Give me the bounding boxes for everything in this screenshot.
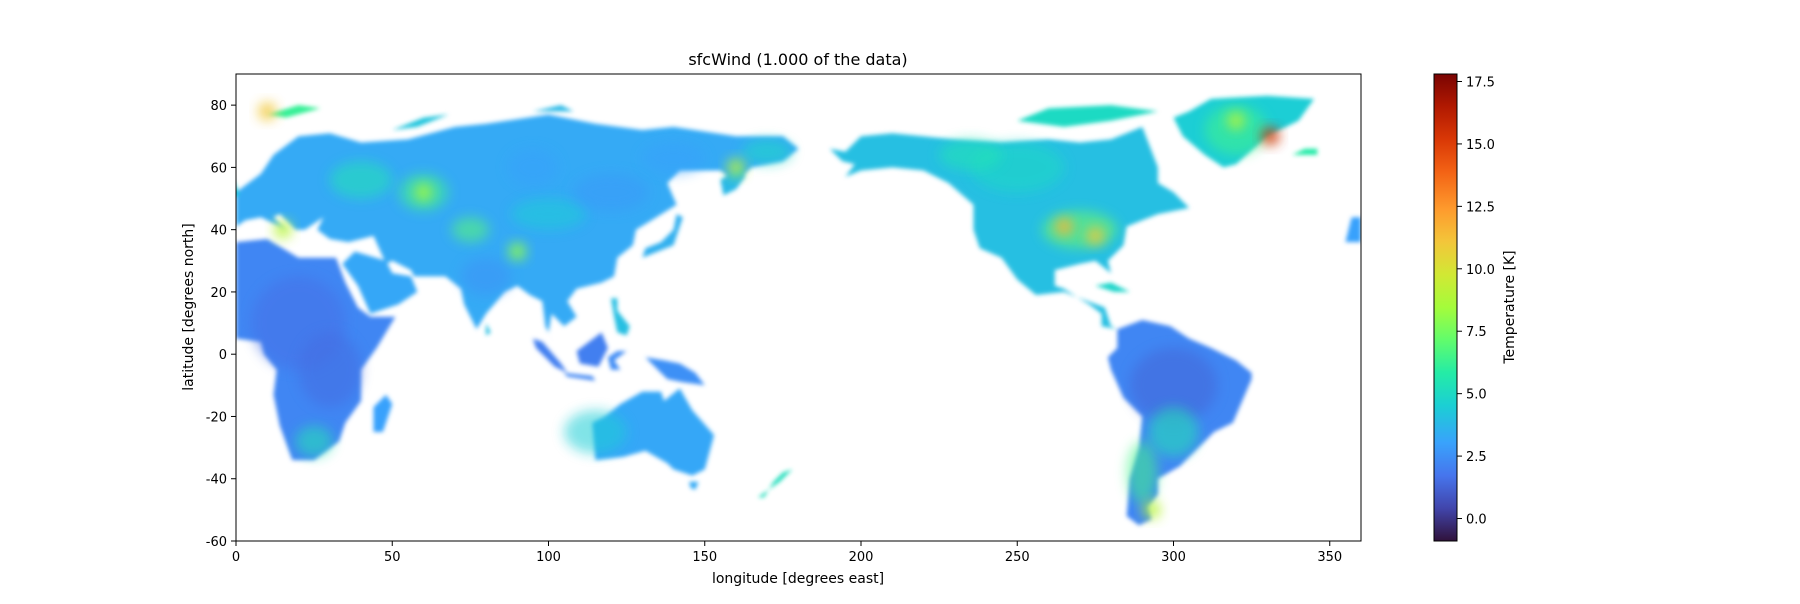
chart-title: sfcWind (1.000 of the data) <box>688 50 907 69</box>
colorbar-tick-label: 5.0 <box>1466 388 1487 403</box>
y-tick-label: -20 <box>206 410 227 425</box>
colorbar-ticks: 0.0 2.5 5.0 7.5 10.0 12.5 15.0 17.5 <box>1457 75 1495 528</box>
land-arctic-isles-eu <box>392 114 449 130</box>
colorbar-gradient <box>1433 73 1458 542</box>
hotspot-point <box>1142 500 1161 519</box>
land-madagascar <box>373 394 393 432</box>
land-cuba <box>1095 282 1130 292</box>
land-java <box>564 372 596 381</box>
x-tick-label: 150 <box>692 550 717 565</box>
land-tasmania <box>689 481 699 490</box>
field-blob <box>1129 347 1218 423</box>
hotspot-point <box>508 242 527 261</box>
field-blob <box>1126 441 1158 504</box>
x-tick-label: 0 <box>232 550 240 565</box>
hotspot-layer <box>258 102 1280 519</box>
field-blob <box>511 198 586 230</box>
field-blob <box>461 257 511 296</box>
y-axis: -60 -40 -20 0 20 40 60 80 <box>206 99 236 550</box>
field-blob <box>642 142 705 174</box>
y-tick-label: 20 <box>210 286 227 301</box>
land-philippines <box>611 298 630 336</box>
field-blob <box>1148 407 1199 457</box>
hotspot-point <box>273 220 292 239</box>
colorbar-tick-label: 7.5 <box>1466 325 1487 340</box>
colorbar-tick-label: 0.0 <box>1466 513 1487 528</box>
x-tick-label: 100 <box>536 550 561 565</box>
land-east-europe-wrap <box>1345 217 1361 243</box>
colorbar-label: Temperature [K] <box>1502 250 1518 364</box>
plot-frame <box>235 73 1362 542</box>
field-blob <box>507 148 558 187</box>
land-severnaya <box>532 105 574 112</box>
y-tick-label: 40 <box>210 224 227 239</box>
field-blob <box>1204 105 1268 155</box>
x-tick-label: 250 <box>1005 550 1030 565</box>
x-tick-label: 350 <box>1317 550 1342 565</box>
field-blob <box>298 332 362 408</box>
field-blob <box>295 425 333 457</box>
land-sumatra <box>532 338 568 373</box>
hotspot-point <box>1055 217 1074 236</box>
land-arctic-isles-na <box>1017 105 1158 127</box>
land-newguinea <box>645 357 705 386</box>
x-tick-label: 200 <box>849 550 874 565</box>
colorbar-tick-label: 17.5 <box>1466 75 1495 90</box>
colorbar-tick-label: 10.0 <box>1466 263 1495 278</box>
field-blob <box>939 139 1002 171</box>
y-tick-label: -60 <box>206 535 227 550</box>
field-blob <box>573 173 649 211</box>
land-sulawesi <box>607 351 627 370</box>
land-japan <box>642 214 683 258</box>
land-iceland <box>1292 148 1318 155</box>
field-blob <box>1042 211 1118 249</box>
field-blob <box>329 161 393 199</box>
colorbar: 0.0 2.5 5.0 7.5 10.0 12.5 15.0 17.5 Temperature… <box>1433 73 1518 542</box>
y-tick-label: -40 <box>206 473 227 488</box>
colorbar-tick-label: 15.0 <box>1466 138 1495 153</box>
colorbar-tick-label: 2.5 <box>1466 450 1487 465</box>
hotspot-point <box>1261 127 1280 146</box>
land-srilanka <box>486 323 491 336</box>
y-axis-label: latitude [degrees north] <box>181 223 197 390</box>
y-tick-label: 0 <box>219 348 227 363</box>
hotspot-point <box>258 102 277 121</box>
x-tick-label: 50 <box>384 550 401 565</box>
field-blob <box>564 410 627 454</box>
land-arabia <box>342 251 418 314</box>
land-northamerica <box>829 126 1190 330</box>
hotspot-point <box>727 158 745 177</box>
y-tick-label: 80 <box>210 99 227 114</box>
y-tick-label: 60 <box>210 161 227 176</box>
land-svalbard <box>267 105 321 118</box>
land-uk <box>236 186 240 196</box>
colorbar-tick-label: 12.5 <box>1466 200 1495 215</box>
land-newzealand <box>757 469 793 498</box>
field-blob <box>451 217 490 243</box>
land-australia <box>592 388 715 476</box>
x-axis-label: longitude [degrees east] <box>712 571 884 587</box>
data-field <box>236 95 1361 526</box>
x-axis: 0 50 100 150 200 250 300 350 <box>232 541 1342 565</box>
hotspot-point <box>414 183 433 202</box>
hotspot-point <box>1086 226 1105 245</box>
x-tick-label: 300 <box>1161 550 1186 565</box>
hotspot-point <box>1227 111 1245 130</box>
field-blob <box>742 139 793 165</box>
plot-area <box>235 73 1362 542</box>
land-borneo <box>576 332 608 367</box>
